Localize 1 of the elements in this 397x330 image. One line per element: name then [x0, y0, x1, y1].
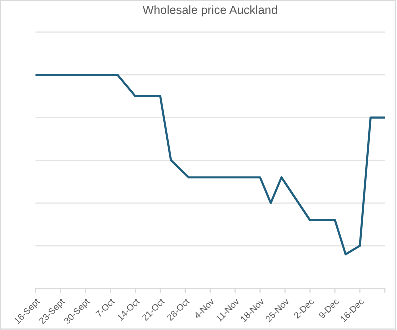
chart-title: Wholesale price Auckland	[142, 6, 278, 17]
